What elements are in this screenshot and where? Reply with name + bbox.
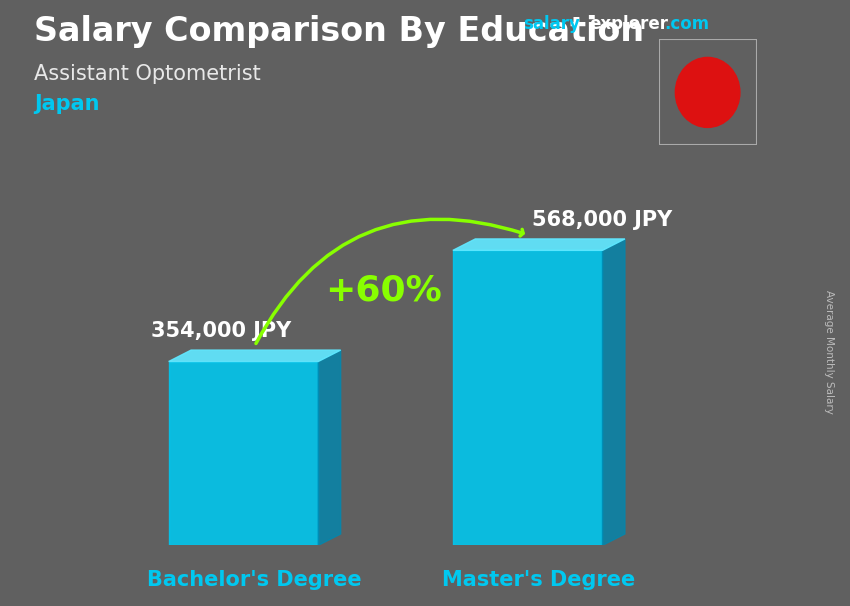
Polygon shape: [168, 362, 318, 545]
Text: .com: .com: [664, 15, 709, 33]
Polygon shape: [453, 239, 625, 250]
Text: 354,000 JPY: 354,000 JPY: [151, 321, 291, 341]
Text: Salary Comparison By Education: Salary Comparison By Education: [34, 15, 644, 48]
Text: Bachelor's Degree: Bachelor's Degree: [147, 570, 362, 590]
Text: salary: salary: [523, 15, 580, 33]
Polygon shape: [318, 350, 341, 545]
Circle shape: [676, 58, 740, 127]
Text: Master's Degree: Master's Degree: [442, 570, 636, 590]
Text: Japan: Japan: [34, 94, 99, 114]
Text: Assistant Optometrist: Assistant Optometrist: [34, 64, 261, 84]
Text: explorer: explorer: [589, 15, 668, 33]
Text: +60%: +60%: [326, 273, 442, 307]
Polygon shape: [168, 350, 341, 362]
Polygon shape: [603, 239, 625, 545]
Text: 568,000 JPY: 568,000 JPY: [532, 210, 672, 230]
Text: Average Monthly Salary: Average Monthly Salary: [824, 290, 834, 413]
Polygon shape: [453, 250, 603, 545]
